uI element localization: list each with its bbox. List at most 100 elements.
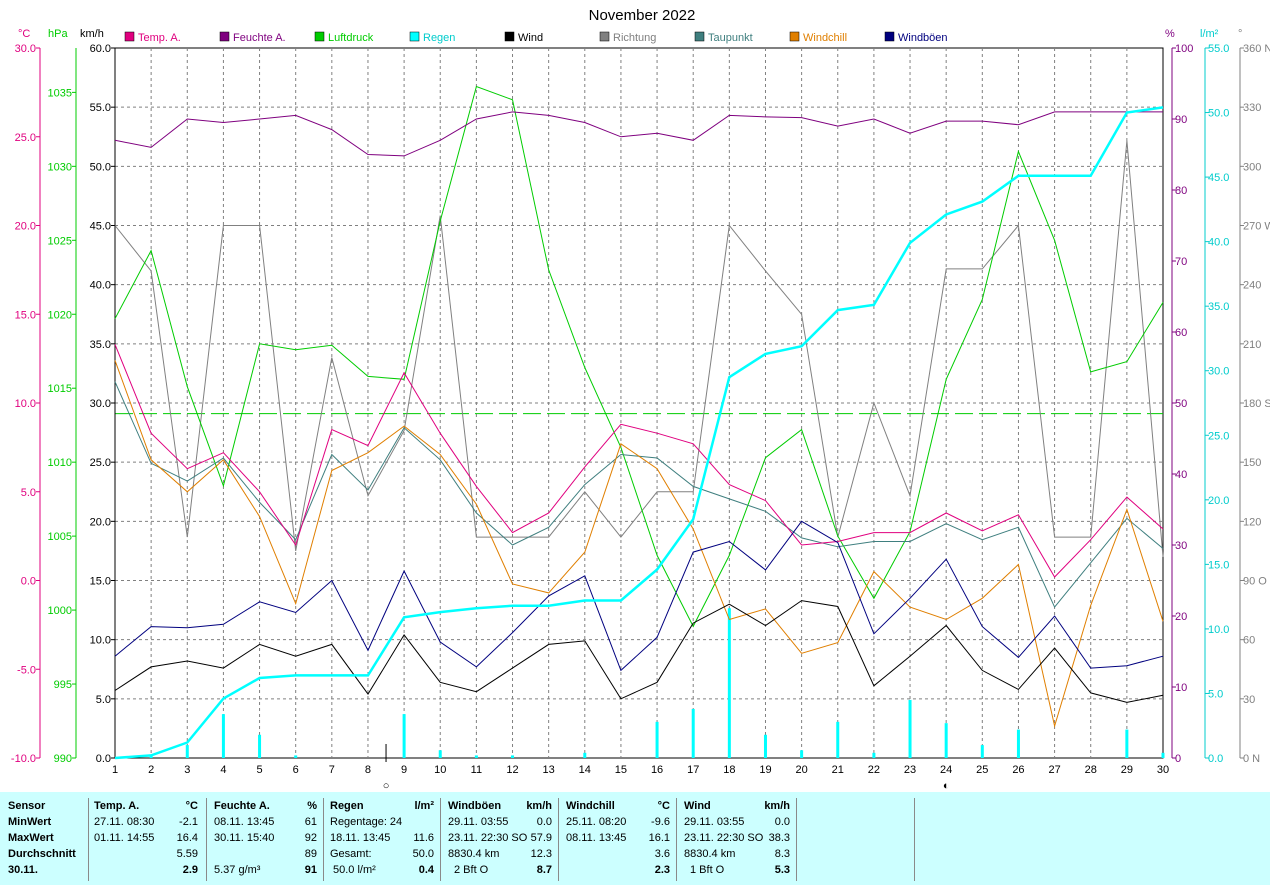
x-tick-label: 20	[795, 764, 807, 776]
stats-windchill-title: Windchill	[566, 800, 615, 812]
series-line-richtung	[114, 140, 1164, 557]
stats-rain-title: Regen	[330, 800, 364, 812]
direction-axis-tick-label: 300	[1243, 161, 1261, 173]
x-tick-label: 1	[112, 764, 118, 776]
stats-wind-current: 5.3	[774, 864, 790, 876]
stats-humidity-max-time: 30.11. 15:40	[214, 832, 275, 844]
stats-temp-min-time: 27.11. 08:30	[94, 816, 155, 828]
humidity-axis-tick-label: 50	[1175, 398, 1187, 410]
stats-rain-current: 0.4	[418, 864, 434, 876]
stats-windchill-min-time: 25.11. 08:20	[566, 816, 627, 828]
stats-wind-distance: 8830.4 km	[684, 848, 736, 860]
stats-rain-days: Regentage: 24	[330, 816, 403, 828]
stats-wind-unit: km/h	[764, 800, 790, 812]
moon-markers: ○ ◐	[383, 744, 950, 790]
stats-humidity-column: Feuchte A.% 08.11. 13:45 61 30.11. 15:40 9…	[206, 798, 324, 881]
stats-humidity-current: 91	[304, 864, 317, 876]
rain-bar	[655, 721, 659, 758]
humidity-axis-tick-label: 30	[1175, 540, 1187, 552]
legend-swatch	[599, 31, 610, 42]
rain-axis-tick-label: 40.0	[1208, 237, 1229, 249]
stats-empty-column	[796, 798, 915, 881]
stats-temp-avg: 5.59	[176, 848, 198, 860]
legend-label: Feuchte A.	[233, 32, 286, 44]
temp-axis-tick-label: -10.0	[11, 753, 36, 765]
series-line-luftdruck	[114, 85, 1164, 628]
legend-swatch	[694, 31, 705, 42]
x-tick-label: 11	[471, 764, 482, 776]
legend-label: Regen	[423, 32, 455, 44]
stats-sensor-column: Sensor MinWert MaxWert Durchschnitt 30.1…	[0, 798, 89, 881]
stats-temp-unit: °C	[185, 800, 198, 812]
rain-axis-tick-label: 35.0	[1208, 301, 1229, 313]
stats-wind-avg: 8.3	[774, 848, 790, 860]
legend-label: Richtung	[613, 32, 656, 44]
stats-rain-total-label: Gesamt:	[330, 848, 372, 860]
x-tick-label: 6	[293, 764, 299, 776]
moon-phase-marker: ○	[383, 780, 390, 790]
humidity-axis-tick-label: 20	[1175, 611, 1187, 623]
direction-axis-tick-label: 30	[1243, 694, 1255, 706]
rain-axis-tick-label: 10.0	[1208, 624, 1229, 636]
x-tick-label: 13	[543, 764, 555, 776]
pressure-axis-tick-label: 1015	[48, 383, 72, 395]
rain-bar	[836, 721, 840, 758]
stats-windchill-max: 16.1	[648, 832, 670, 844]
stats-wind-bft: 1 Bft O	[690, 864, 725, 876]
wind-axis-tick-label: 25.0	[90, 457, 111, 469]
x-tick-label: 15	[615, 764, 627, 776]
pressure-axis-tick-label: 1030	[48, 161, 72, 173]
x-tick-label: 4	[220, 764, 226, 776]
stats-row-min: MinWert	[8, 816, 52, 828]
humidity-axis-tick-label: 0	[1175, 753, 1181, 765]
rain-bar	[185, 745, 189, 758]
rain-bar	[872, 752, 876, 758]
stats-gusts-avg: 12.3	[530, 848, 552, 860]
x-tick-label: 8	[365, 764, 371, 776]
stats-gusts-max-time: 23.11. 22:30 SO	[448, 832, 528, 844]
stats-temp-min: -2.1	[179, 816, 198, 828]
rain-bar	[727, 608, 731, 758]
humidity-axis-tick-label: 70	[1175, 256, 1187, 268]
stats-gusts-min-time: 29.11. 03:55	[448, 816, 509, 828]
stats-gusts-distance: 8830.4 km	[448, 848, 500, 860]
humidity-unit-label: %	[1165, 28, 1175, 40]
pressure-axis-tick-label: 990	[54, 753, 72, 765]
x-tick-label: 12	[506, 764, 518, 776]
stats-humidity-abs: 5.37 g/m³	[214, 864, 261, 876]
stats-wind-column: Wind km/h 29.11. 03:55 0.0 23.11. 22:30 SO…	[676, 798, 797, 881]
direction-axis-tick-label: 60	[1243, 635, 1255, 647]
stats-temp-column: Temp. A. °C 27.11. 08:30 -2.1 01.11. 14:55…	[88, 798, 207, 881]
legend-swatch	[409, 31, 420, 42]
x-tick-label: 2	[148, 764, 154, 776]
wind-axis-tick-label: 0.0	[96, 753, 111, 765]
stats-gusts-unit: km/h	[526, 800, 552, 812]
rain-axis-tick-label: 55.0	[1208, 43, 1229, 55]
pressure-axis-tick-label: 1020	[48, 309, 72, 321]
x-tick-label: 3	[184, 764, 190, 776]
series-line-temp-a-	[114, 344, 1164, 578]
rain-bar	[800, 750, 804, 758]
stats-rain-column: Regen l/m² Regentage: 24 18.11. 13:45 11.6…	[323, 798, 441, 881]
wind-axis-tick-label: 55.0	[90, 102, 111, 114]
temp-axis-tick-label: -5.0	[17, 664, 36, 676]
direction-axis-tick-label: 240	[1243, 280, 1261, 292]
humidity-axis-tick-label: 90	[1175, 114, 1187, 126]
legend-swatch	[884, 31, 895, 42]
stats-humidity-max: 92	[304, 832, 317, 844]
rain-bar	[402, 714, 406, 758]
stats-rain-month: 50.0 l/m²	[333, 864, 376, 876]
legend-label: Windböen	[898, 32, 948, 44]
direction-axis-tick-label: 150	[1243, 457, 1261, 469]
rain-bar	[438, 750, 442, 758]
rain-axis-tick-label: 5.0	[1208, 688, 1223, 700]
rain-axis-tick-label: 20.0	[1208, 495, 1229, 507]
stats-gusts-min: 0.0	[536, 816, 552, 828]
direction-axis-tick-label: 210	[1243, 339, 1261, 351]
stats-wind-min-time: 29.11. 03:55	[684, 816, 745, 828]
wind-axis-tick-label: 60.0	[90, 43, 111, 55]
stats-temp-title: Temp. A.	[94, 800, 140, 812]
temp-axis-tick-label: 10.0	[15, 398, 36, 410]
humidity-axis-tick-label: 60	[1175, 327, 1187, 339]
direction-axis-tick-label: 120	[1243, 516, 1261, 528]
